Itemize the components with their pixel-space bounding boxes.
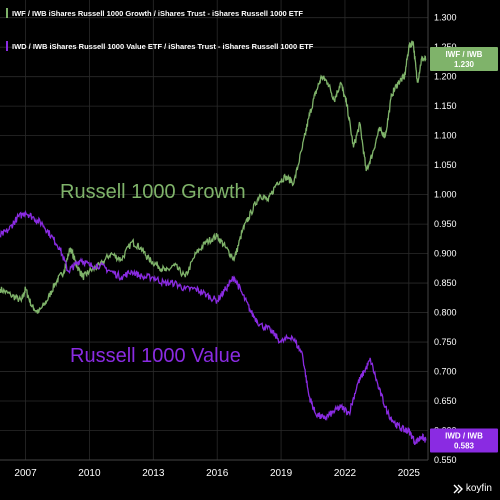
y-tick-label: 1.050 (434, 160, 457, 170)
legend-swatch-value (6, 41, 8, 51)
y-tick-label: 1.300 (434, 13, 457, 23)
y-tick-label: 1.150 (434, 101, 457, 111)
value-annotation: Russell 1000 Value (70, 345, 241, 367)
y-tick-label: 0.800 (434, 308, 457, 318)
x-tick-label: 2007 (14, 468, 37, 479)
y-axis: 0.5500.6000.6500.7000.7500.8000.8500.900… (427, 0, 457, 465)
x-tick-label: 2022 (334, 468, 357, 479)
koyfin-mark-icon (453, 484, 463, 493)
y-tick-label: 1.200 (434, 72, 457, 82)
chart-grid (0, 0, 428, 461)
brand-name: koyfin (465, 483, 492, 494)
legend-entry-value: IWD / IWB iShares Russell 1000 Value ETF… (6, 41, 313, 51)
x-tick-label: 2025 (398, 468, 421, 479)
legend-label-growth: IWF / IWB iShares Russell 1000 Growth / … (12, 8, 303, 18)
x-tick-label: 2016 (206, 468, 229, 479)
badge-value-label: 1.230 (454, 60, 475, 69)
x-tick-label: 2019 (270, 468, 293, 479)
growth-annotation: Russell 1000 Growth (60, 181, 246, 203)
y-tick-label: 0.950 (434, 219, 457, 229)
legend-entry-growth: IWF / IWB iShares Russell 1000 Growth / … (6, 8, 303, 18)
badge-background (430, 46, 498, 71)
koyfin-logo: koyfin (453, 483, 492, 494)
legend-label-value: IWD / IWB iShares Russell 1000 Value ETF… (12, 41, 314, 51)
legend-swatch-growth (6, 8, 8, 18)
y-tick-label: 0.850 (434, 278, 457, 288)
value-series-line (0, 209, 427, 446)
x-tick-label: 2013 (142, 468, 165, 479)
x-tick-label: 2010 (78, 468, 101, 479)
y-tick-label: 0.700 (434, 367, 457, 377)
badge-value-label: 0.583 (454, 442, 475, 451)
y-tick-label: 1.000 (434, 190, 457, 200)
y-tick-label: 1.100 (434, 131, 457, 141)
y-tick-label: 0.550 (434, 455, 457, 465)
x-axis: 2007 2010 2013 2016 2019 2022 2025 (0, 459, 428, 479)
badge-series-label: IWD / IWB (445, 432, 483, 441)
growth-series-line (0, 40, 427, 315)
chart-annotations: Russell 1000 Growth Russell 1000 Value (60, 181, 246, 367)
y-tick-label: 0.900 (434, 249, 457, 259)
chart-series (0, 40, 427, 446)
y-tick-label: 0.750 (434, 337, 457, 347)
badge-series-label: IWF / IWB (446, 50, 483, 59)
y-tick-label: 0.650 (434, 396, 457, 406)
badge-background (430, 428, 498, 453)
